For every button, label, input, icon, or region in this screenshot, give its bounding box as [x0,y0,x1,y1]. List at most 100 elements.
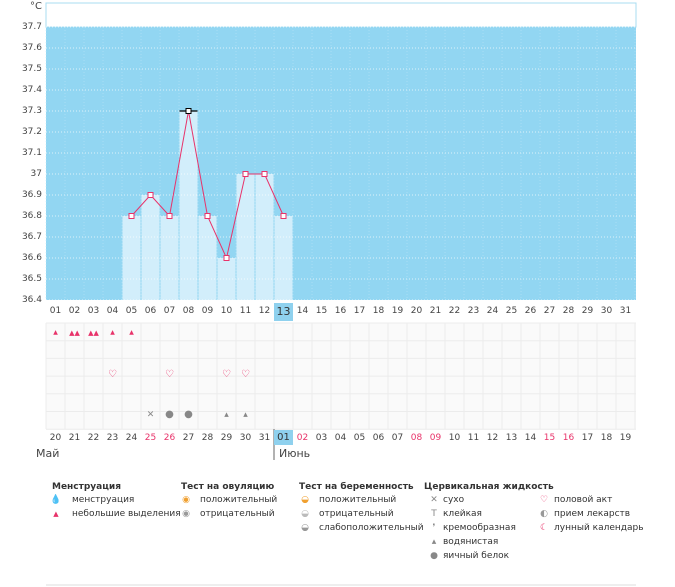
calendar-day-label[interactable]: 06 [372,433,385,443]
drop-small-icon[interactable]: ▲ [110,329,115,336]
temperature-bar [122,216,141,300]
x-day-label[interactable]: 27 [543,306,556,316]
watery-icon[interactable]: ▴ [243,410,248,420]
x-day-label[interactable]: 02 [68,306,81,316]
x-day-label[interactable]: 06 [144,306,157,316]
y-tick-label: 37.5 [21,64,42,74]
calendar-day-label[interactable]: 24 [125,433,138,443]
temperature-point [261,171,268,177]
calendar-day-label[interactable]: 27 [182,433,195,443]
moon-icon: ☾ [539,523,549,533]
y-tick-label: 36.8 [21,211,42,221]
x-day-label[interactable]: 15 [315,306,328,316]
x-day-label[interactable]: 08 [182,306,195,316]
calendar-day-label[interactable]: 05 [353,433,366,443]
y-tick-label: 36.5 [21,274,42,284]
x-day-label[interactable]: 31 [619,306,632,316]
x-day-label[interactable]: 01 [49,306,62,316]
x-day-label[interactable]: 25 [505,306,518,316]
drop-small-icon[interactable]: ▲ [129,329,134,336]
legend-item-spotting: небольшие выделения [72,509,181,519]
egg-white-icon[interactable]: ● [184,409,193,420]
calendar-day-label[interactable]: 23 [106,433,119,443]
x-day-label[interactable]: 13 [274,303,293,321]
calendar-day-label[interactable]: 14 [524,433,537,443]
temperature-bar [179,111,198,300]
calendar-day-label[interactable]: 02 [296,433,309,443]
cross-icon[interactable]: ✕ [146,410,155,420]
calendar-day-label[interactable]: 11 [467,433,480,443]
y-tick-label: 36.9 [21,190,42,200]
month-label-may: Май [36,447,60,460]
x-day-label[interactable]: 03 [87,306,100,316]
x-day-label[interactable]: 07 [163,306,176,316]
x-day-label[interactable]: 10 [220,306,233,316]
x-day-label[interactable]: 11 [239,306,252,316]
drop-small-icon[interactable]: ▲ [53,329,58,336]
legend-item-sticky: клейкая [443,509,482,519]
legend-item-creamy: кремообразная [443,523,516,533]
calendar-day-label[interactable]: 09 [429,433,442,443]
calendar-day-label[interactable]: 31 [258,433,271,443]
x-day-label[interactable]: 12 [258,306,271,316]
temperature-point [223,255,230,261]
legend-title-ovulation-test: Тест на овуляцию [181,482,275,492]
x-day-label[interactable]: 14 [296,306,309,316]
calendar-day-label[interactable]: 21 [68,433,81,443]
temperature-point [280,213,287,219]
month-label-june: Июнь [279,447,311,460]
pregnancy-weak-icon: ◒ [301,523,309,533]
x-day-label[interactable]: 17 [353,306,366,316]
x-day-label[interactable]: 28 [562,306,575,316]
drop-large-icon[interactable]: ▲▲ [88,329,99,337]
x-day-label[interactable]: 20 [410,306,423,316]
temperature-point [185,108,192,114]
calendar-day-label[interactable]: 07 [391,433,404,443]
temperature-bar [141,195,160,300]
calendar-day-label[interactable]: 18 [600,433,613,443]
calendar-day-label[interactable]: 03 [315,433,328,443]
x-day-label[interactable]: 04 [106,306,119,316]
calendar-day-label[interactable]: 01 [274,430,293,445]
calendar-day-label[interactable]: 22 [87,433,100,443]
watery-icon[interactable]: ▴ [224,410,229,420]
calendar-day-label[interactable]: 13 [505,433,518,443]
calendar-day-label[interactable]: 17 [581,433,594,443]
heart-icon[interactable]: ♡ [165,369,174,380]
calendar-day-label[interactable]: 04 [334,433,347,443]
calendar-day-label[interactable]: 19 [619,433,632,443]
x-day-label[interactable]: 23 [467,306,480,316]
calendar-day-label[interactable]: 12 [486,433,499,443]
calendar-day-label[interactable]: 25 [144,433,157,443]
x-day-label[interactable]: 19 [391,306,404,316]
x-day-label[interactable]: 21 [429,306,442,316]
x-day-label[interactable]: 05 [125,306,138,316]
calendar-day-label[interactable]: 30 [239,433,252,443]
calendar-day-label[interactable]: 16 [562,433,575,443]
x-day-label[interactable]: 22 [448,306,461,316]
legend-item-dry: сухо [443,495,465,505]
x-day-label[interactable]: 18 [372,306,385,316]
x-day-label[interactable]: 30 [600,306,613,316]
drop-large-icon: 💧 [50,495,62,505]
calendar-day-label[interactable]: 15 [543,433,556,443]
pregnancy-positive-icon: ◒ [301,495,309,505]
x-day-label[interactable]: 26 [524,306,537,316]
drop-large-icon[interactable]: ▲▲ [69,329,80,337]
x-day-label[interactable]: 29 [581,306,594,316]
legend-item-ovulation-negative: отрицательный [200,509,275,519]
calendar-day-label[interactable]: 20 [49,433,62,443]
heart-icon[interactable]: ♡ [241,369,250,380]
heart-icon[interactable]: ♡ [108,369,117,380]
unit-label: °C [30,1,42,12]
x-day-label[interactable]: 24 [486,306,499,316]
egg-white-icon[interactable]: ● [165,409,174,420]
calendar-day-label[interactable]: 08 [410,433,423,443]
calendar-day-label[interactable]: 29 [220,433,233,443]
calendar-day-label[interactable]: 10 [448,433,461,443]
calendar-day-label[interactable]: 26 [163,433,176,443]
x-day-label[interactable]: 16 [334,306,347,316]
heart-icon[interactable]: ♡ [222,369,231,380]
x-day-label[interactable]: 09 [201,306,214,316]
calendar-day-label[interactable]: 28 [201,433,214,443]
